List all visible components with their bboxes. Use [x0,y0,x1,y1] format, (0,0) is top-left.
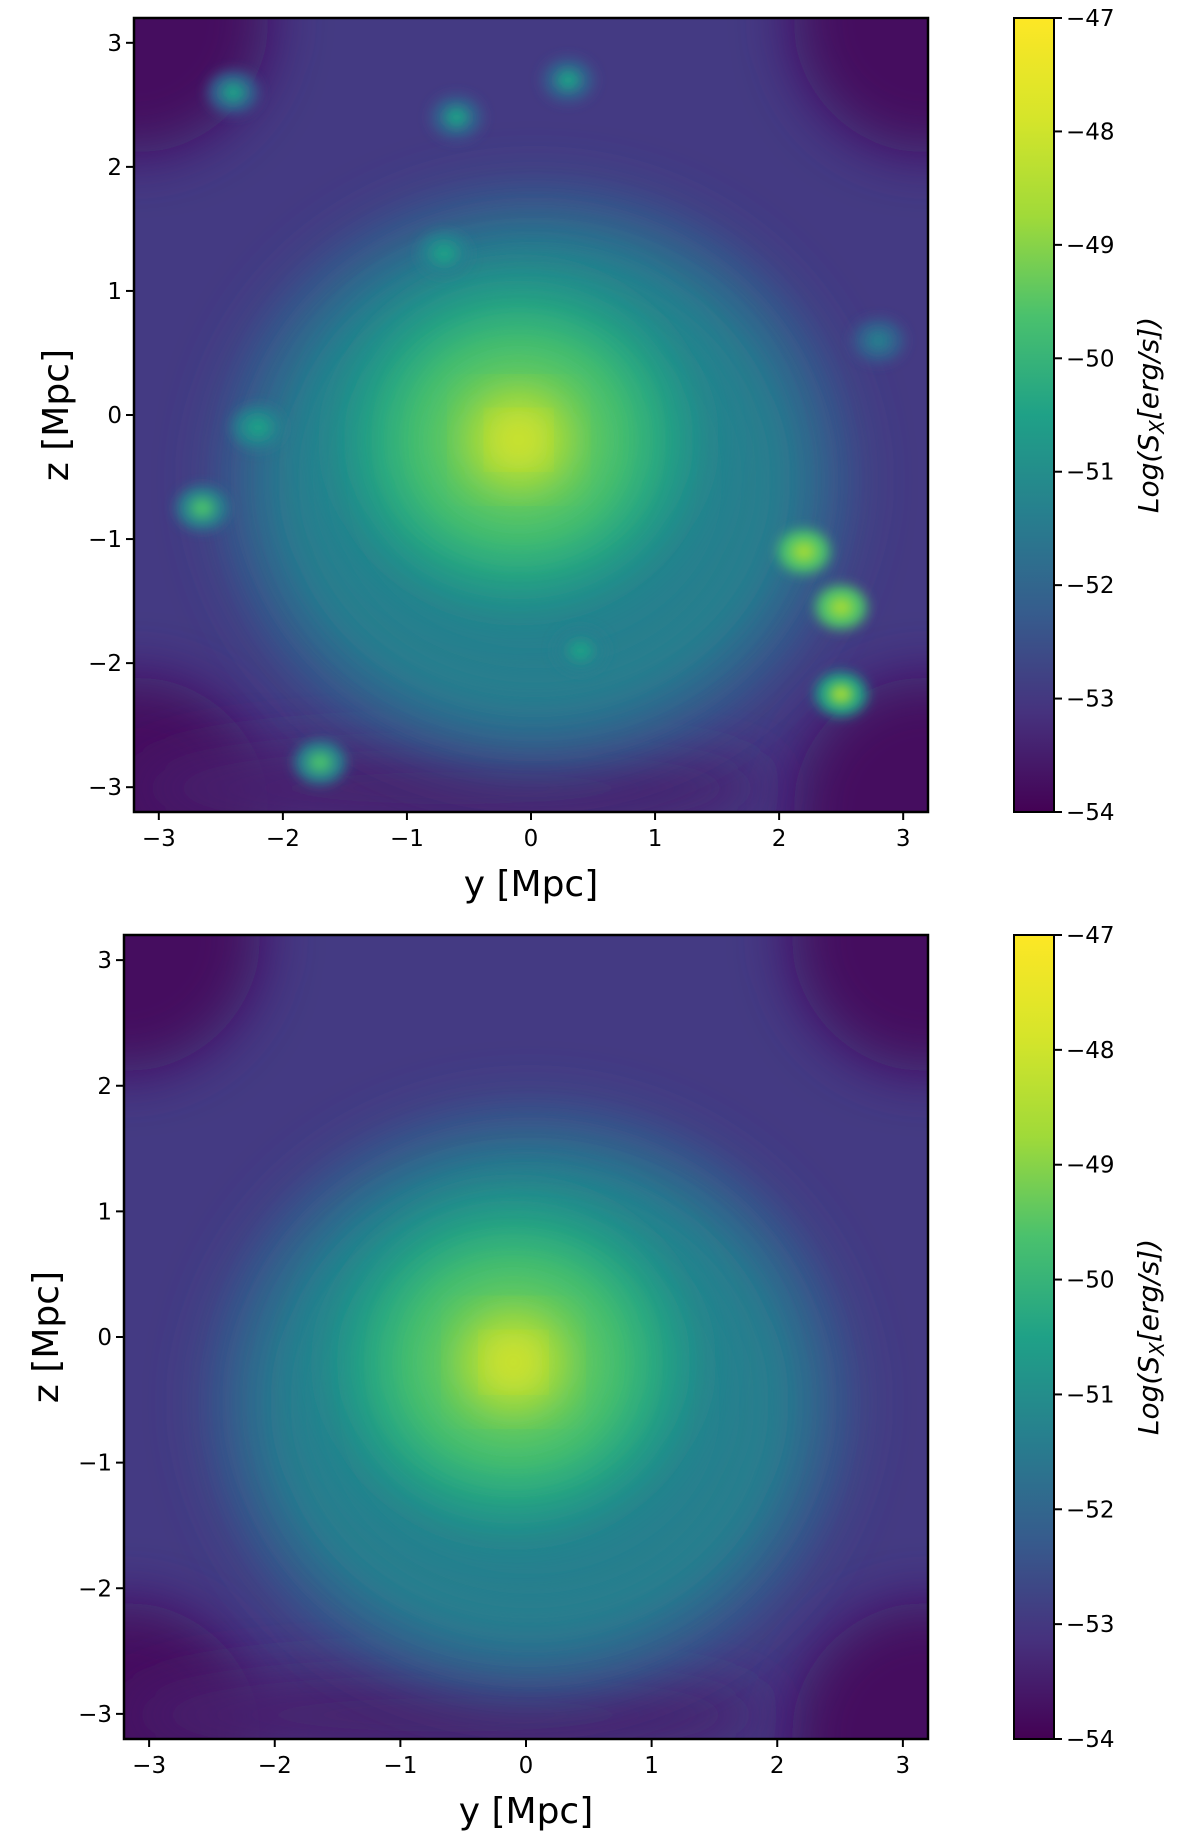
colorbar-frame [1013,17,1055,813]
colorbar-gradient [1014,935,1054,1739]
colorbar-tick-label: −51 [1066,1382,1115,1408]
substructure-blob-10 [221,82,246,103]
colorbar-tick-label: −53 [1066,687,1115,713]
x-tick-label: 2 [770,1753,785,1779]
y-axis-label: z [Mpc] [36,349,77,481]
substructure-blob-0 [791,541,816,562]
y-tick-label: 3 [97,948,112,974]
colorbar-frame [1013,934,1055,1740]
colorbar-tick-label: −51 [1066,460,1115,486]
y-tick-label: 0 [97,1325,112,1351]
y-tick-label: −1 [88,527,122,553]
y-tick-label: 2 [107,155,122,181]
colorbar-tick-label: −54 [1066,1727,1115,1753]
x-axis-label: y [Mpc] [464,864,599,905]
colorbar-label: Log(SX[erg/s]) [1132,1239,1169,1435]
x-tick-label: 3 [896,826,911,852]
colorbar-tick-label: −50 [1066,1268,1115,1294]
x-tick-label: 2 [772,826,787,852]
y-tick-label: 0 [107,403,122,429]
x-axis-label: y [Mpc] [459,1791,594,1832]
panel-2: −3 −2 −1 0 1 2 3 −3 −2 −1 0 1 2 3 y [Mpc] z [Mpc] −47 −48… [26,923,1169,1832]
substructure-blob-6 [308,752,333,773]
colorbar-tick-label: −52 [1066,573,1115,599]
colorbar-tick-label: −48 [1066,119,1115,145]
halo-level-8 [501,423,537,456]
substructure-blob-3 [190,498,215,519]
colorbar-label: Log(SX[erg/s]) [1132,317,1169,513]
y-tick-label: 2 [97,1074,112,1100]
colorbar-tick-label: −53 [1066,1612,1115,1638]
y-tick-label: −3 [78,1702,112,1728]
y-tick-label: −3 [88,775,122,801]
colorbar-tick-label: −48 [1066,1038,1115,1064]
y-tick-label: −2 [88,651,122,677]
y-tick-label: −2 [78,1576,112,1602]
y-tick-label: −1 [78,1451,112,1477]
colorbar-tick-label: −50 [1066,346,1115,372]
substructure-blob-5 [568,640,593,661]
dark-corner-1 [791,935,928,1072]
dark-corner-0 [124,935,261,1072]
substructure-blob-7 [556,70,581,91]
colorbar-tick-label: −52 [1066,1497,1115,1523]
colorbar: −47 −48 −49 −50 −51 −52 −53 −54 Log(SX[erg/s]) [1013,6,1169,826]
colorbar-tick-label: −47 [1066,6,1115,32]
x-tick-label: −3 [132,1753,166,1779]
x-tick-label: 0 [519,1753,534,1779]
y-tick-label: 3 [107,31,122,57]
y-tick-label: 1 [107,279,122,305]
x-tick-label: 1 [648,826,663,852]
colorbar: −47 −48 −49 −50 −51 −52 −53 −54 Log(SX[erg/s]) [1013,923,1169,1753]
panel-1: −3 −2 −1 0 1 2 3 −3 −2 −1 0 1 2 3 y [Mpc] z [Mpc] −47 −48… [36,6,1169,905]
y-axis-label: z [Mpc] [26,1271,67,1403]
xray-map [124,935,928,1739]
substructure-blob-11 [866,330,891,351]
x-tick-label: 0 [524,826,539,852]
dark-corner-1 [793,18,928,153]
substructure-blob-9 [432,243,457,264]
substructure-blob-2 [829,684,854,705]
colorbar-tick-label: −54 [1066,800,1115,826]
dark-corner-0 [134,18,269,153]
colorbar-tick-label: −49 [1066,233,1115,259]
x-tick-label: 1 [644,1753,659,1779]
substructure-blob-4 [246,417,271,438]
x-tick-label: −1 [390,826,424,852]
dark-corner-3 [791,1602,928,1739]
colorbar-tick-label: −47 [1066,923,1115,949]
x-tick-label: −3 [142,826,176,852]
colorbar-gradient [1014,18,1054,812]
substructure-blob-1 [829,597,854,618]
x-tick-label: −2 [258,1753,292,1779]
x-tick-label: −1 [383,1753,417,1779]
x-tick-label: −2 [266,826,300,852]
xray-map [134,18,928,812]
x-tick-label: 3 [896,1753,911,1779]
y-tick-label: 1 [97,1199,112,1225]
halo-level-8 [495,1345,532,1379]
colorbar-tick-label: −49 [1066,1153,1115,1179]
substructure-blob-8 [444,107,469,128]
dark-corner-3 [793,677,928,812]
